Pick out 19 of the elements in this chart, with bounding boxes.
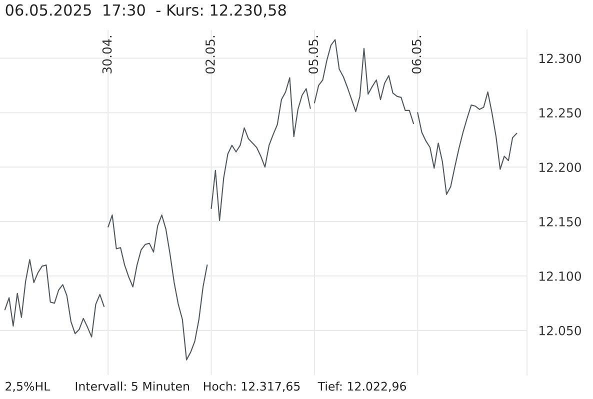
- y-tick-label: 12.300: [539, 54, 582, 64]
- y-tick-label: 12.200: [539, 162, 582, 172]
- y-tick-label: 12.050: [539, 326, 582, 336]
- line-series: [108, 214, 208, 360]
- chart-title: 06.05.2025 17:30 - Kurs: 12.230,58: [6, 4, 286, 18]
- y-tick-label: 12.150: [539, 217, 582, 226]
- text: Hoch: 12.317,65: [204, 382, 300, 392]
- x-tick-label: 30.04.: [102, 36, 112, 74]
- x-tick-label: 02.05.: [205, 36, 215, 74]
- y-tick-label: 12.100: [539, 271, 582, 281]
- x-tick-label: 06.05.: [412, 36, 422, 74]
- line-series: [417, 91, 518, 195]
- text: Intervall: 5 Minuten: [76, 382, 190, 391]
- line-series: [210, 77, 311, 222]
- text: Tief: 12.022,96: [318, 382, 406, 392]
- x-tick-label: 05.05.: [308, 36, 318, 74]
- line-series: [4, 259, 105, 338]
- text: 2,5%HL: [6, 382, 50, 392]
- y-tick-label: 12.250: [539, 108, 582, 118]
